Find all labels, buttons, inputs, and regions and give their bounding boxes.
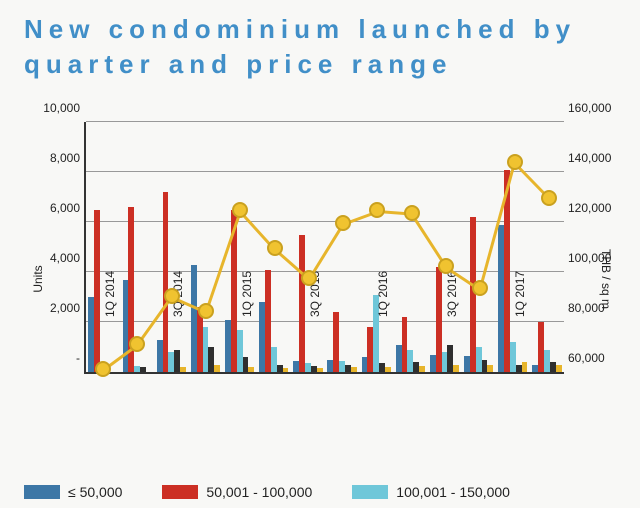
line-marker [267, 240, 283, 256]
bar [556, 365, 562, 373]
bar [522, 362, 528, 372]
bar [248, 367, 254, 372]
chart: Units THB / sq m -60,0002,00080,0004,000… [18, 110, 622, 448]
bar [94, 210, 100, 373]
line-marker [404, 205, 420, 221]
gridline [86, 321, 564, 322]
line-marker [507, 154, 523, 170]
bar [453, 365, 459, 373]
bar [419, 366, 425, 372]
legend-label: 50,001 - 100,000 [206, 484, 312, 500]
legend-swatch [162, 485, 198, 499]
line-marker [198, 303, 214, 319]
legend-swatch [24, 485, 60, 499]
y-right-tick: 120,000 [568, 201, 620, 215]
y-left-tick: 6,000 [28, 201, 80, 215]
y-right-tick: 80,000 [568, 301, 620, 315]
line-marker [164, 288, 180, 304]
y-right-tick: 160,000 [568, 101, 620, 115]
y-left-label: Units [31, 265, 45, 292]
legend-label: 100,001 - 150,000 [396, 484, 510, 500]
chart-title: New condominium launched by quarter and … [24, 12, 616, 82]
y-left-tick: 10,000 [28, 101, 80, 115]
line-marker [369, 202, 385, 218]
line-marker [438, 258, 454, 274]
bar [351, 367, 357, 372]
line-marker [129, 336, 145, 352]
y-left-tick: - [28, 351, 80, 365]
line-marker [335, 215, 351, 231]
bar [299, 235, 305, 373]
bar [140, 367, 146, 372]
y-right-tick: 140,000 [568, 151, 620, 165]
legend-item: 100,001 - 150,000 [352, 484, 510, 500]
gridline [86, 171, 564, 172]
bar [163, 192, 169, 372]
line-marker [541, 190, 557, 206]
legend-item: 50,001 - 100,000 [162, 484, 312, 500]
gridline [86, 121, 564, 122]
y-left-tick: 2,000 [28, 301, 80, 315]
x-tick-label: 1Q 2017 [513, 271, 568, 317]
bar [487, 365, 493, 373]
legend-swatch [352, 485, 388, 499]
plot-area: -60,0002,00080,0004,000100,0006,000120,0… [84, 122, 564, 374]
bar [317, 368, 323, 372]
page: New condominium launched by quarter and … [0, 0, 640, 508]
bar [214, 365, 220, 373]
y-left-tick: 4,000 [28, 251, 80, 265]
bar [385, 367, 391, 372]
legend: ≤ 50,000 50,001 - 100,000 100,001 - 150,… [24, 484, 616, 500]
x-tick-label: 1Q 2016 [376, 271, 431, 317]
y-right-tick: 60,000 [568, 351, 620, 365]
bar [283, 368, 289, 372]
legend-item: ≤ 50,000 [24, 484, 122, 500]
gridline [86, 221, 564, 222]
line-marker [95, 361, 111, 377]
y-right-tick: 100,000 [568, 251, 620, 265]
legend-label: ≤ 50,000 [68, 484, 122, 500]
line-marker [301, 270, 317, 286]
y-left-tick: 8,000 [28, 151, 80, 165]
bar [180, 367, 186, 372]
